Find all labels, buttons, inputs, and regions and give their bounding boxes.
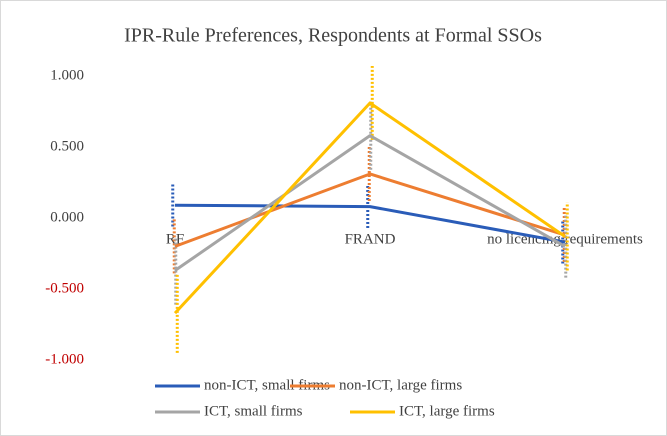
legend-label: non-ICT, large firms [339, 377, 462, 393]
y-tick-label: 1.000 [50, 67, 84, 83]
series-line [173, 101, 566, 315]
series-line [174, 203, 566, 244]
y-tick-label: 0.000 [50, 209, 84, 225]
series-line [174, 172, 566, 248]
legend-label: ICT, large firms [399, 403, 495, 419]
legend-label: ICT, small firms [204, 403, 303, 419]
series-line [174, 134, 566, 272]
legend-label: non-ICT, small firms [204, 377, 330, 393]
y-tick-label: -1.000 [45, 351, 84, 367]
chart-title: IPR-Rule Preferences, Respondents at For… [124, 25, 542, 47]
y-tick-label: -0.500 [45, 280, 84, 296]
x-tick-label: FRAND [345, 231, 396, 247]
y-tick-label: 0.500 [50, 138, 84, 154]
